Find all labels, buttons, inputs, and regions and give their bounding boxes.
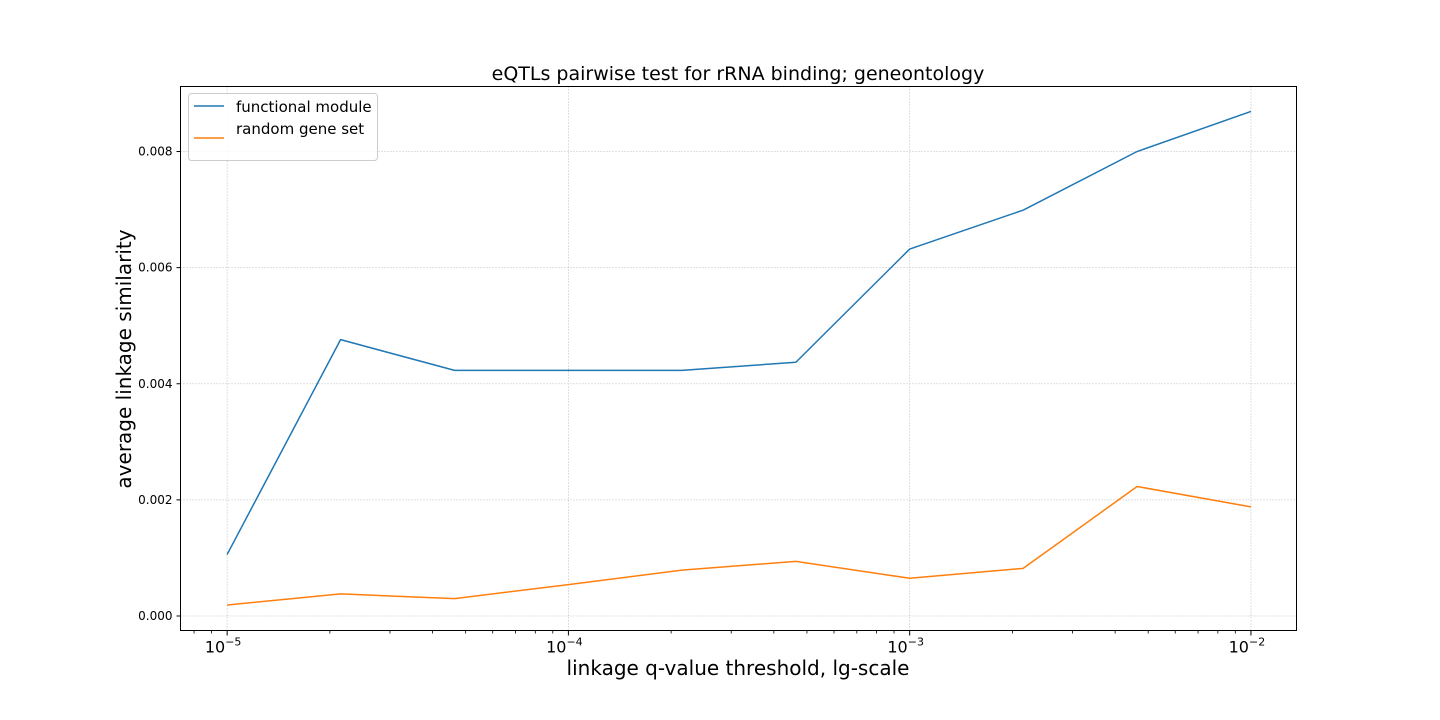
x-tick-label-base: 10 — [1229, 638, 1249, 657]
series-lines — [226, 110, 1252, 606]
x-axis-ticks: 10−5 10−4 10−3 10−2 — [193, 630, 1266, 657]
x-tick-label-base: 10 — [205, 638, 225, 657]
x-tick-label-base: 10 — [887, 638, 907, 657]
y-axis-label: average linkage similarity — [112, 229, 136, 488]
legend-box — [188, 93, 378, 161]
series-line-functional-module — [226, 110, 1252, 555]
y-tick-label: 0.004 — [138, 377, 172, 391]
y-tick-label: 0.000 — [138, 609, 172, 623]
x-tick-label-exponent: −5 — [225, 636, 241, 649]
y-axis-ticks: 0.000 0.002 0.004 0.006 0.008 — [138, 145, 181, 623]
y-tick-label: 0.008 — [138, 145, 172, 159]
x-tick-label: 10−2 — [1229, 636, 1266, 657]
y-tick-label: 0.002 — [138, 493, 172, 507]
x-tick-label-exponent: −3 — [908, 636, 924, 649]
plot-area — [180, 86, 1297, 631]
y-tick-label: 0.006 — [138, 261, 172, 275]
x-tick-label: 10−4 — [546, 636, 583, 657]
x-tick-label-exponent: −2 — [1249, 636, 1265, 649]
legend-label-random-gene-set: random gene set — [236, 120, 364, 138]
x-tick-label: 10−5 — [205, 636, 242, 657]
x-axis-label: linkage q-value threshold, lg-scale — [567, 656, 910, 680]
chart-title: eQTLs pairwise test for rRNA binding; ge… — [492, 63, 985, 85]
legend-label-functional-module: functional module — [236, 98, 372, 116]
x-tick-label-exponent: −4 — [566, 636, 582, 649]
series-line-random-gene-set — [227, 485, 1252, 606]
x-tick-label-base: 10 — [546, 638, 566, 657]
legend: functional module random gene set — [188, 93, 378, 161]
grid — [180, 86, 1297, 631]
x-tick-label: 10−3 — [887, 636, 924, 657]
